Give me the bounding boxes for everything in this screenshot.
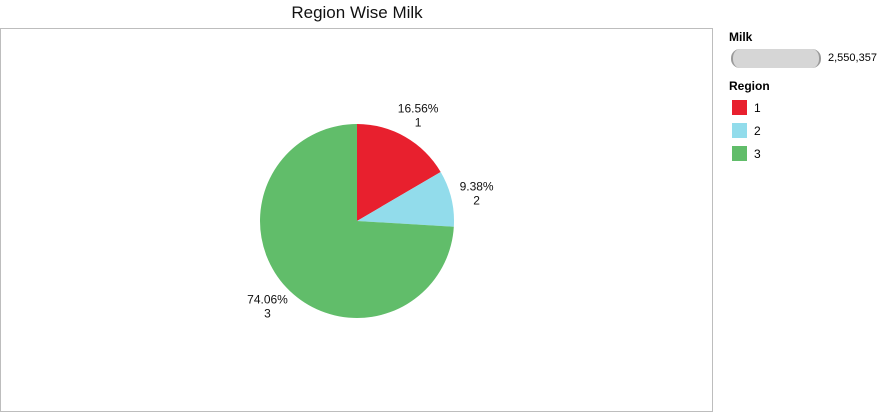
slice-category-label: 2 — [473, 193, 480, 207]
slice-percent-label: 74.06% — [247, 292, 288, 306]
legend-item-region-3[interactable]: 3 — [729, 142, 887, 165]
slice-percent-label: 9.38% — [460, 179, 494, 193]
pie-slice-region-1[interactable] — [357, 124, 441, 221]
legend-swatch — [732, 123, 747, 138]
legend-swatch — [732, 100, 747, 115]
legend-item-region-2[interactable]: 2 — [729, 119, 887, 142]
legend-swatch — [732, 146, 747, 161]
legend-item-region-1[interactable]: 1 — [729, 96, 887, 119]
legend-item-label: 3 — [754, 146, 761, 161]
size-legend: 2,550,357 — [729, 48, 887, 70]
pie-chart[interactable]: 16.56%1 9.38%2 74.06%3 — [0, 0, 714, 415]
legend-panel: Milk 2,550,357 Region 1 2 3 — [729, 30, 887, 165]
size-legend-title: Milk — [729, 30, 753, 44]
legend-item-label: 2 — [754, 123, 761, 138]
slice-category-label: 3 — [264, 306, 271, 320]
color-legend-title: Region — [729, 79, 770, 93]
size-legend-bar — [731, 49, 821, 68]
slice-percent-label: 16.56% — [398, 101, 439, 115]
pie-slice-region-3[interactable] — [260, 124, 454, 318]
size-legend-value: 2,550,357 — [828, 52, 877, 64]
legend-item-label: 1 — [754, 100, 761, 115]
slice-category-label: 1 — [415, 115, 422, 129]
plot-area — [0, 28, 713, 412]
chart-title: Region Wise Milk — [291, 3, 423, 22]
color-legend-items: 1 2 3 — [729, 96, 887, 165]
pie-slice-region-2[interactable] — [357, 171, 454, 227]
